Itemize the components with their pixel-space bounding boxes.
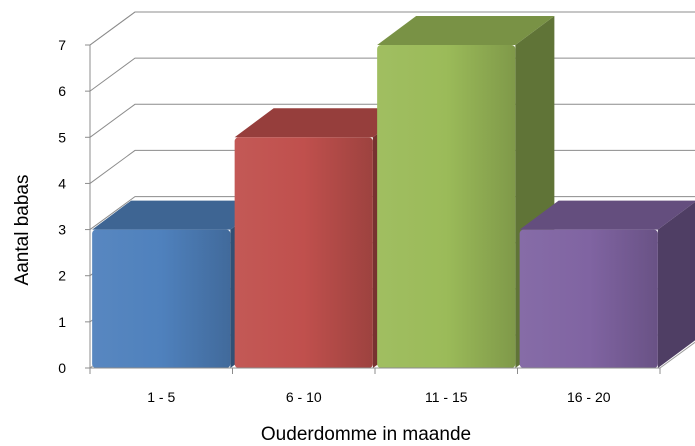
- x-tick-label: 11 - 15: [425, 389, 468, 405]
- y-tick-label: 0: [58, 360, 66, 376]
- axes: [85, 44, 661, 374]
- bar-4: [519, 200, 695, 368]
- bar-front: [519, 229, 658, 368]
- x-tick-label: 1 - 5: [147, 389, 175, 405]
- bar-top: [519, 200, 695, 230]
- bar-top: [377, 16, 555, 45]
- bar-top: [92, 200, 270, 230]
- y-tick-label: 4: [58, 175, 66, 191]
- y-tick-label: 7: [58, 37, 66, 53]
- bar-front: [234, 137, 373, 368]
- x-tick-labels: 1 - 5 6 - 10 11 - 15 16 - 20: [147, 389, 611, 405]
- x-tick-label: 6 - 10: [286, 389, 322, 405]
- y-tick-labels: 0 1 2 3 4 5 6 7: [58, 37, 66, 376]
- y-axis-title: Aantal babas: [12, 175, 33, 286]
- bars: [92, 16, 695, 369]
- x-axis-title: Ouderdomme in maande: [261, 424, 471, 445]
- bar-front: [92, 229, 231, 368]
- y-tick-label: 2: [58, 268, 66, 284]
- bar-top: [234, 108, 412, 138]
- y-tick-label: 1: [58, 314, 66, 330]
- gridline: [89, 11, 695, 46]
- bar-side: [657, 201, 695, 368]
- x-tick-label: 16 - 20: [567, 389, 611, 405]
- bar-front: [377, 45, 516, 368]
- y-tick-label: 5: [58, 129, 66, 145]
- y-tick-label: 3: [58, 222, 66, 238]
- y-tick-label: 6: [58, 83, 66, 99]
